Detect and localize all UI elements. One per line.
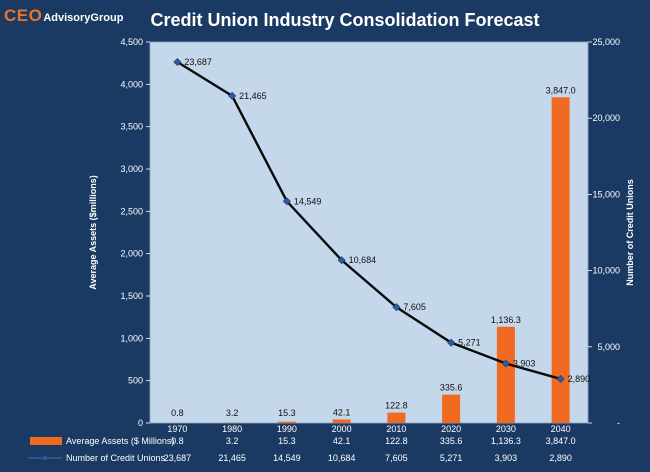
line-marker <box>447 338 456 347</box>
credit-unions-line <box>176 60 561 381</box>
table-cell-credit-unions: 14,549 <box>273 453 301 463</box>
x-tick-label: 2030 <box>496 424 516 434</box>
line-marker <box>337 256 346 265</box>
x-tick-label: 2040 <box>551 424 571 434</box>
bar-data-label: 0.8 <box>171 408 184 418</box>
table-cell-assets: 0.8 <box>171 436 184 446</box>
y-axis-left-title: Average Assets ($millions) <box>88 175 98 289</box>
x-tick-label: 2010 <box>386 424 406 434</box>
table-cell-credit-unions: 3,903 <box>495 453 518 463</box>
plot-area <box>149 41 589 424</box>
table-cell-credit-unions: 7,605 <box>385 453 408 463</box>
x-tick-label: 2020 <box>441 424 461 434</box>
left-tick-label: 4,000 <box>120 79 143 89</box>
bar-data-label: 42.1 <box>333 407 351 417</box>
x-tick-label: 2000 <box>332 424 352 434</box>
table-cell-credit-unions: 21,465 <box>218 453 246 463</box>
left-tick-label: 3,500 <box>120 122 143 132</box>
line-marker <box>392 303 401 312</box>
legend-key-bars <box>30 437 62 445</box>
left-tick-label: 3,000 <box>120 164 143 174</box>
table-cell-assets: 3,847.0 <box>546 436 576 446</box>
bar-data-label: 335.6 <box>440 383 463 393</box>
x-tick-label: 1970 <box>167 424 187 434</box>
line-marker <box>556 374 565 383</box>
chart-title: Credit Union Industry Consolidation Fore… <box>150 10 540 30</box>
right-tick-label: 15,000 <box>592 189 620 199</box>
table-cell-credit-unions: 5,271 <box>440 453 463 463</box>
bar-data-label: 1,136.3 <box>491 315 521 325</box>
line-data-label: 21,465 <box>239 91 267 101</box>
table-cell-assets: 335.6 <box>440 436 463 446</box>
table-cell-assets: 15.3 <box>278 436 296 446</box>
table-cell-assets: 122.8 <box>385 436 408 446</box>
left-tick-label: 2,500 <box>120 206 143 216</box>
left-tick-label: 4,500 <box>120 37 143 47</box>
line-data-label: 3,903 <box>513 359 536 369</box>
table-cell-credit-unions: 23,687 <box>164 453 192 463</box>
table-cell-assets: 1,136.3 <box>491 436 521 446</box>
left-tick-label: 1,500 <box>120 291 143 301</box>
line-data-label: 5,271 <box>458 338 481 348</box>
table-cell-credit-unions: 10,684 <box>328 453 356 463</box>
left-tick-label: 2,000 <box>120 249 143 259</box>
left-tick-label: 0 <box>138 418 143 428</box>
line-data-label: 23,687 <box>184 57 212 67</box>
y-axis-right-title: Number of Credit Unions <box>625 179 635 286</box>
bar-1990 <box>277 421 296 423</box>
right-tick-label: 10,000 <box>592 266 620 276</box>
line-marker <box>173 57 182 67</box>
bar-data-label: 122.8 <box>385 401 408 411</box>
legend-key-marker <box>42 455 48 461</box>
bar-data-label: 3.2 <box>226 408 239 418</box>
x-tick-label: 1980 <box>222 424 242 434</box>
line-marker <box>228 91 237 100</box>
line-marker <box>501 359 510 368</box>
bar-2020 <box>442 394 461 423</box>
table-cell-credit-unions: 2,890 <box>549 453 572 463</box>
logo-advisory-text: AdvisoryGroup <box>43 12 124 24</box>
right-tick-label: 25,000 <box>592 37 620 47</box>
right-tick-label: 20,000 <box>592 113 620 123</box>
x-tick-label: 1990 <box>277 424 297 434</box>
legend-label-line: Number of Credit Unions <box>66 453 166 463</box>
table-cell-assets: 42.1 <box>333 436 351 446</box>
line-marker <box>282 197 291 206</box>
legend-label-bars: Average Assets ($ Millions) <box>66 436 174 446</box>
right-tick-label: 5,000 <box>597 342 620 352</box>
line-data-label: 7,605 <box>403 302 426 312</box>
logo-ceo-text: CEO <box>4 6 43 25</box>
bar-2030 <box>496 326 515 423</box>
bar-2010 <box>387 412 406 423</box>
bar-data-label: 3,847.0 <box>546 85 576 95</box>
line-data-label: 14,549 <box>294 196 322 206</box>
line-data-label: 10,684 <box>349 255 377 265</box>
table-cell-assets: 3.2 <box>226 436 239 446</box>
bar-2040 <box>551 97 570 424</box>
company-logo: CEO AdvisoryGroup <box>4 6 123 26</box>
bar-data-label: 15.3 <box>278 408 296 418</box>
bar-2000 <box>332 419 351 423</box>
right-tick-label: - <box>617 418 620 428</box>
left-tick-label: 500 <box>128 376 143 386</box>
left-tick-label: 1,000 <box>120 333 143 343</box>
line-data-label: 2,890 <box>568 374 591 384</box>
